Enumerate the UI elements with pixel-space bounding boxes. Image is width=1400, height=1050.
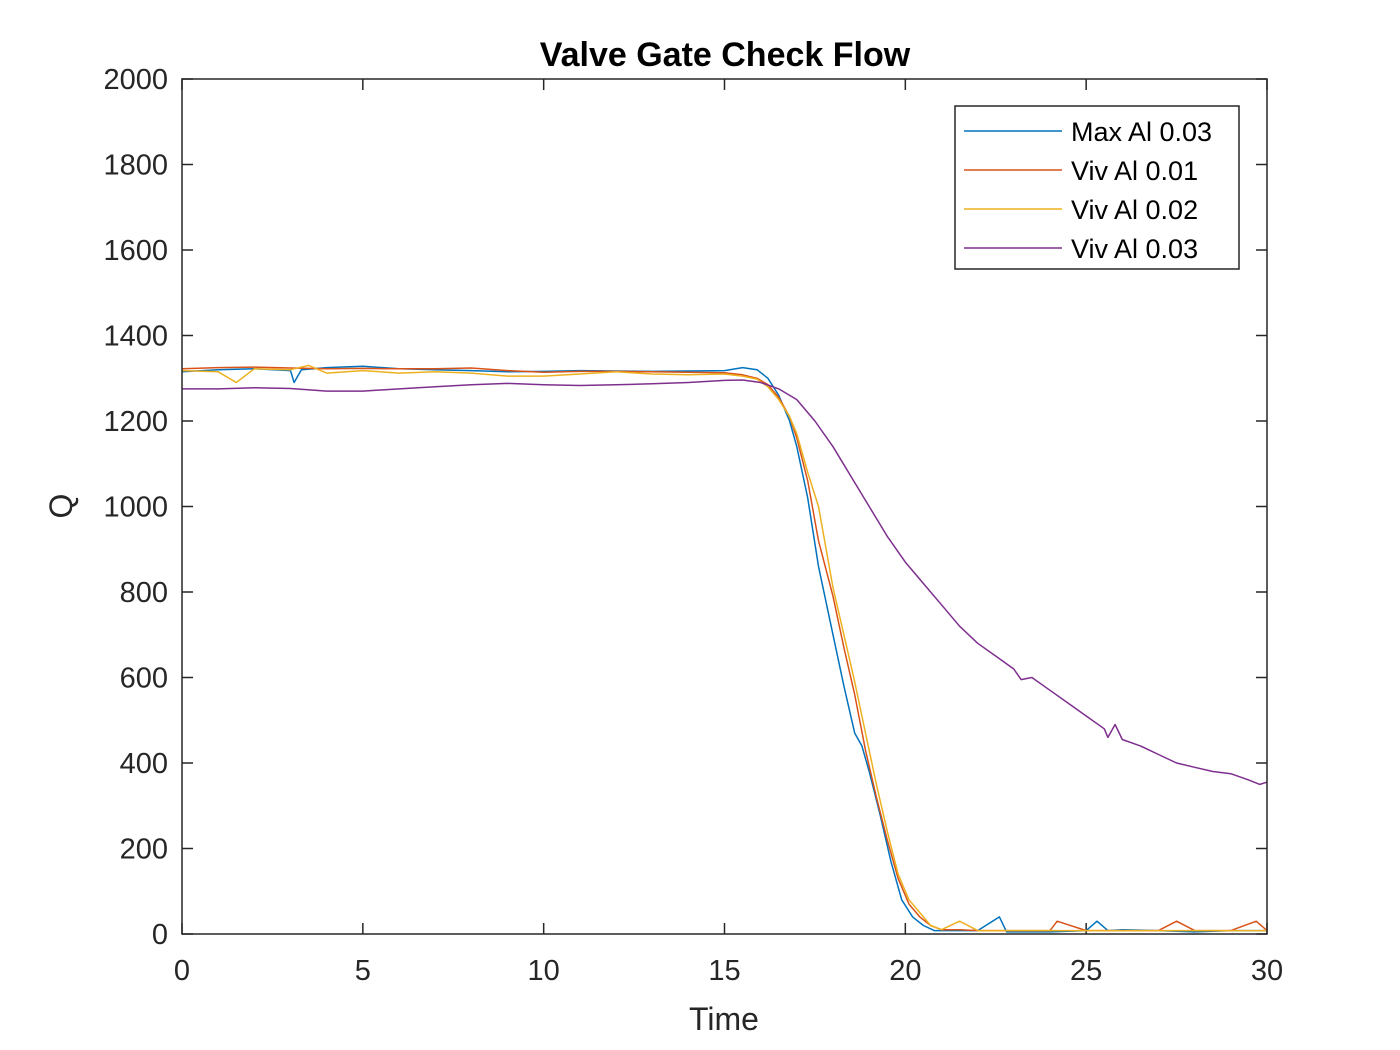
y-tick-label: 1600 xyxy=(103,235,168,267)
series-lines xyxy=(181,364,1268,933)
y-tick-label: 2000 xyxy=(103,64,168,96)
legend: Max Al 0.03 Viv Al 0.01 Viv Al 0.02 Viv Al … xyxy=(954,105,1240,270)
axis-ticks xyxy=(181,78,1268,935)
legend-label: Viv Al 0.02 xyxy=(1071,195,1198,225)
axis-tick-labels: 0 5 10 15 20 25 30 0 200 400 600 800 1000 1200 1400 160… xyxy=(103,64,1283,987)
x-tick-label: 5 xyxy=(355,955,371,987)
chart-title: Valve Gate Check Flow xyxy=(540,36,911,74)
x-tick-label: 10 xyxy=(528,955,560,987)
x-axis-label: Time xyxy=(689,1001,759,1037)
y-tick-label: 200 xyxy=(120,834,168,866)
series-line xyxy=(181,366,1268,932)
legend-label: Max Al 0.03 xyxy=(1071,117,1212,147)
x-tick-label: 30 xyxy=(1251,955,1283,987)
y-tick-label: 1200 xyxy=(103,406,168,438)
y-tick-label: 800 xyxy=(120,577,168,609)
series-line xyxy=(181,364,1267,932)
legend-label: Viv Al 0.03 xyxy=(1071,234,1198,264)
y-tick-label: 1800 xyxy=(103,150,168,182)
y-tick-label: 0 xyxy=(152,919,168,951)
x-tick-label: 20 xyxy=(889,955,921,987)
x-tick-label: 0 xyxy=(174,955,190,987)
x-tick-label: 25 xyxy=(1070,955,1102,987)
y-tick-label: 400 xyxy=(120,748,168,780)
y-tick-label: 1400 xyxy=(103,321,168,353)
x-tick-label: 15 xyxy=(708,955,740,987)
series-line xyxy=(182,379,1268,786)
legend-box xyxy=(954,105,1240,270)
plot-frame xyxy=(181,78,1268,935)
y-tick-label: 1000 xyxy=(103,492,168,524)
y-axis-label: Q xyxy=(43,494,79,519)
legend-label: Viv Al 0.01 xyxy=(1071,156,1198,186)
y-tick-label: 600 xyxy=(120,663,168,695)
